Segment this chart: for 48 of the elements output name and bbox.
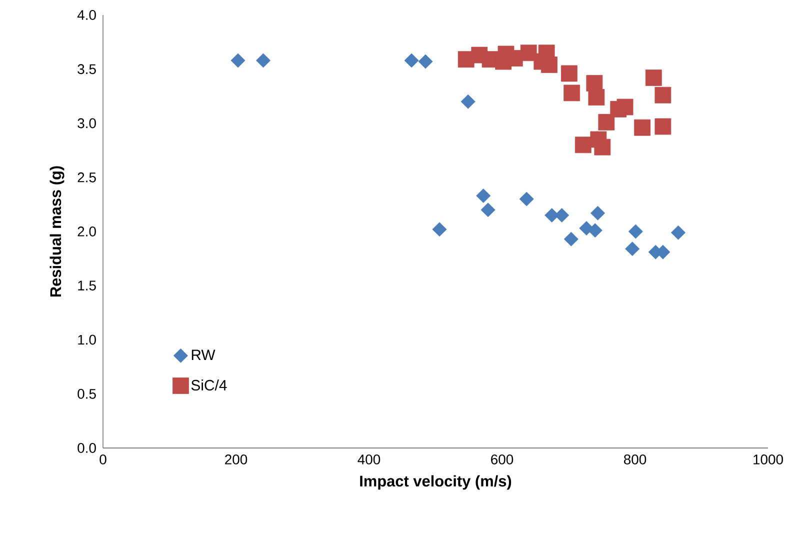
legend-label: RW	[192, 350, 216, 360]
point	[654, 118, 672, 135]
point	[574, 136, 592, 154]
point	[588, 89, 605, 106]
y-tick-label: 2.0	[78, 226, 96, 236]
y-axis-title: Residual mass (g)	[50, 166, 64, 297]
point	[654, 86, 672, 104]
point	[404, 53, 419, 68]
point	[476, 188, 491, 203]
point	[628, 224, 643, 239]
point	[590, 206, 606, 220]
y-tick-label: 1.5	[78, 280, 96, 290]
point	[480, 202, 496, 218]
point	[418, 54, 433, 69]
point	[564, 232, 578, 246]
point	[520, 44, 537, 62]
x-tick-label: 400	[358, 454, 380, 464]
y-tick-label: 1.0	[78, 334, 96, 345]
point	[598, 114, 615, 130]
point	[256, 53, 271, 68]
x-tick-label: 0	[100, 454, 106, 464]
x-tick-label: 200	[225, 454, 248, 464]
y-tick-label: 0.5	[78, 388, 96, 399]
point	[625, 242, 640, 256]
point	[645, 70, 662, 86]
point	[541, 56, 558, 73]
point	[670, 225, 686, 240]
y-tick-label: 3.5	[78, 64, 96, 74]
y-tick-label: 0.0	[78, 443, 96, 453]
point	[432, 222, 447, 237]
point	[616, 98, 634, 116]
legend-label: SiC/4	[191, 380, 227, 391]
point	[554, 208, 570, 222]
x-tick-label: 800	[624, 454, 646, 464]
y-tick-label: 4.0	[77, 10, 96, 20]
point	[634, 119, 651, 136]
point	[594, 138, 611, 156]
point	[460, 94, 476, 109]
x-tick-label: 1000	[754, 454, 783, 464]
point	[564, 84, 580, 102]
x-tick-label: 600	[491, 454, 514, 464]
y-tick-label: 2.5	[78, 172, 96, 182]
y-tick-label: 3.0	[78, 118, 96, 128]
x-axis-title: Impact velocity (m/s)	[360, 475, 512, 490]
point	[588, 223, 602, 238]
point	[560, 65, 578, 82]
point	[519, 192, 534, 206]
point	[230, 53, 246, 68]
